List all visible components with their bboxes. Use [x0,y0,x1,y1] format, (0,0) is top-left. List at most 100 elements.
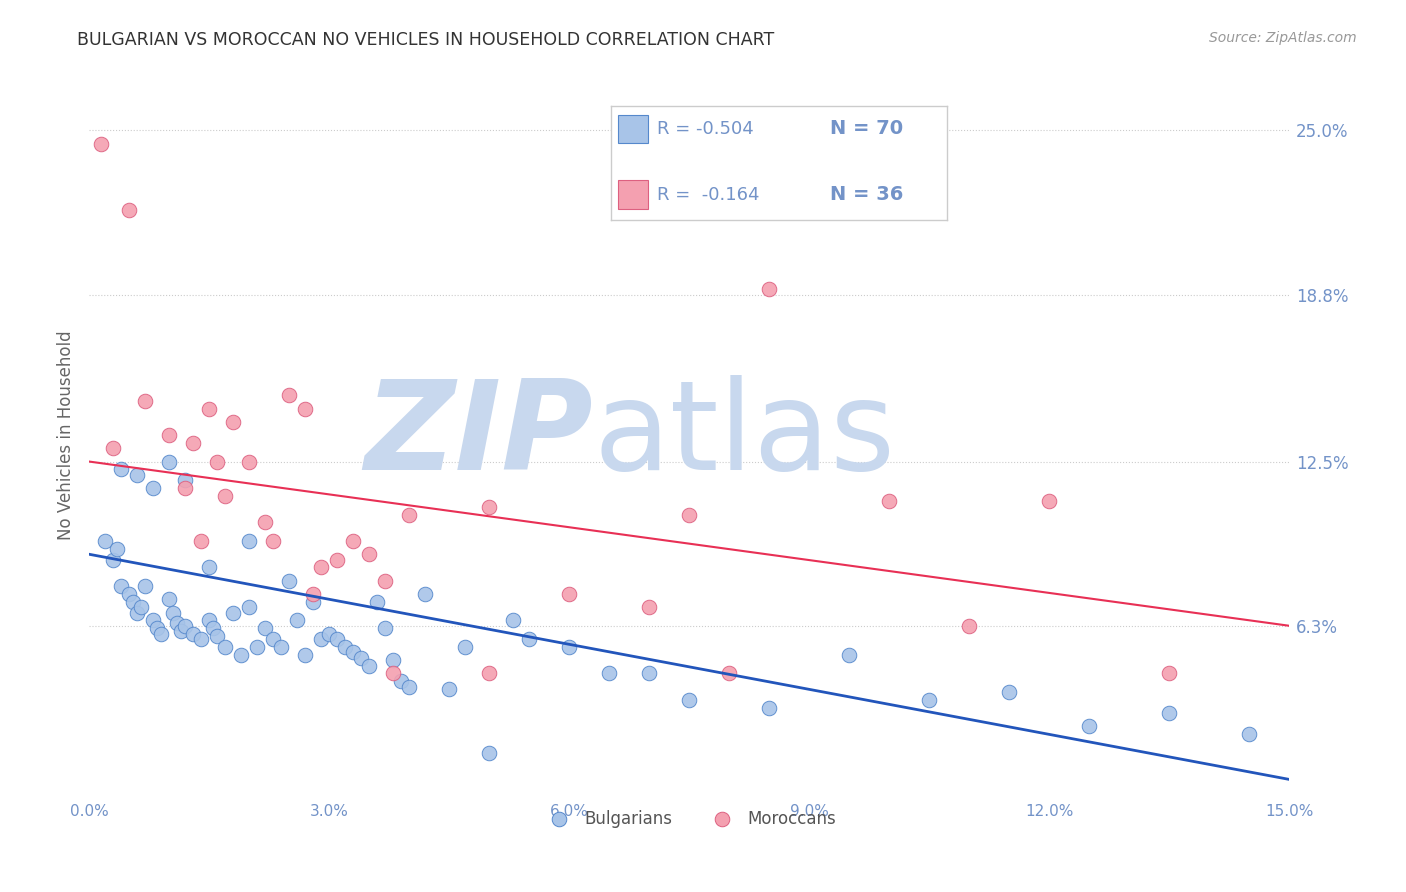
Point [238,454,260,468]
Point [205,454,228,468]
Point [309,632,332,646]
Point [214,489,236,503]
Point [359,547,381,561]
Point [142,614,165,628]
Point [134,393,156,408]
Point [198,401,221,416]
Point [877,494,900,508]
Point [278,388,301,402]
Point [157,454,180,468]
Point [366,595,388,609]
Point [638,600,661,615]
Point [302,587,325,601]
Point [389,674,412,689]
Point [90,136,112,151]
Point [122,595,145,609]
Point [254,516,277,530]
Point [838,648,860,662]
Point [118,587,141,601]
Point [170,624,193,638]
Point [382,666,405,681]
Point [1078,719,1101,733]
Point [678,693,700,707]
Point [190,534,212,549]
Point [150,626,173,640]
Point [638,666,661,681]
Point [125,467,148,482]
Point [558,640,581,654]
Point [478,666,501,681]
Point [918,693,941,707]
Legend: Bulgarians, Moroccans: Bulgarians, Moroccans [536,803,842,834]
Y-axis label: No Vehicles in Household: No Vehicles in Household [58,330,75,540]
Point [1038,494,1060,508]
Point [101,442,124,456]
Point [374,622,396,636]
Point [333,640,356,654]
Point [309,560,332,574]
Point [342,645,364,659]
Text: Source: ZipAtlas.com: Source: ZipAtlas.com [1209,31,1357,45]
Point [758,282,780,296]
Point [1159,706,1181,721]
Point [758,701,780,715]
Point [285,614,308,628]
Point [957,619,980,633]
Point [998,685,1021,699]
Point [262,632,284,646]
Point [382,653,405,667]
Point [398,680,420,694]
Point [146,622,169,636]
Point [198,614,221,628]
Point [1239,727,1261,741]
Point [502,614,524,628]
Point [174,473,197,487]
Point [374,574,396,588]
Point [174,481,197,495]
Point [157,592,180,607]
Point [205,629,228,643]
Point [326,552,349,566]
Point [134,579,156,593]
Point [174,619,197,633]
Point [118,202,141,217]
Point [162,606,184,620]
Point [94,534,117,549]
Point [238,534,260,549]
Point [678,508,700,522]
Point [110,462,132,476]
Point [294,648,316,662]
Point [454,640,477,654]
Point [190,632,212,646]
Text: BULGARIAN VS MOROCCAN NO VEHICLES IN HOUSEHOLD CORRELATION CHART: BULGARIAN VS MOROCCAN NO VEHICLES IN HOU… [77,31,775,49]
Point [262,534,284,549]
Point [238,600,260,615]
Point [398,508,420,522]
Point [294,401,316,416]
Point [270,640,292,654]
Point [359,658,381,673]
Point [350,650,373,665]
Point [478,500,501,514]
Point [478,746,501,760]
Point [598,666,620,681]
Point [157,428,180,442]
Point [222,415,245,429]
Point [229,648,252,662]
Point [246,640,269,654]
Point [517,632,540,646]
Point [181,436,204,450]
Point [302,595,325,609]
Point [125,606,148,620]
Point [129,600,152,615]
Point [413,587,436,601]
Point [718,666,741,681]
Point [326,632,349,646]
Text: ZIP: ZIP [364,375,593,496]
Point [278,574,301,588]
Point [254,622,277,636]
Point [110,579,132,593]
Point [437,682,460,697]
Point [198,560,221,574]
Point [181,626,204,640]
